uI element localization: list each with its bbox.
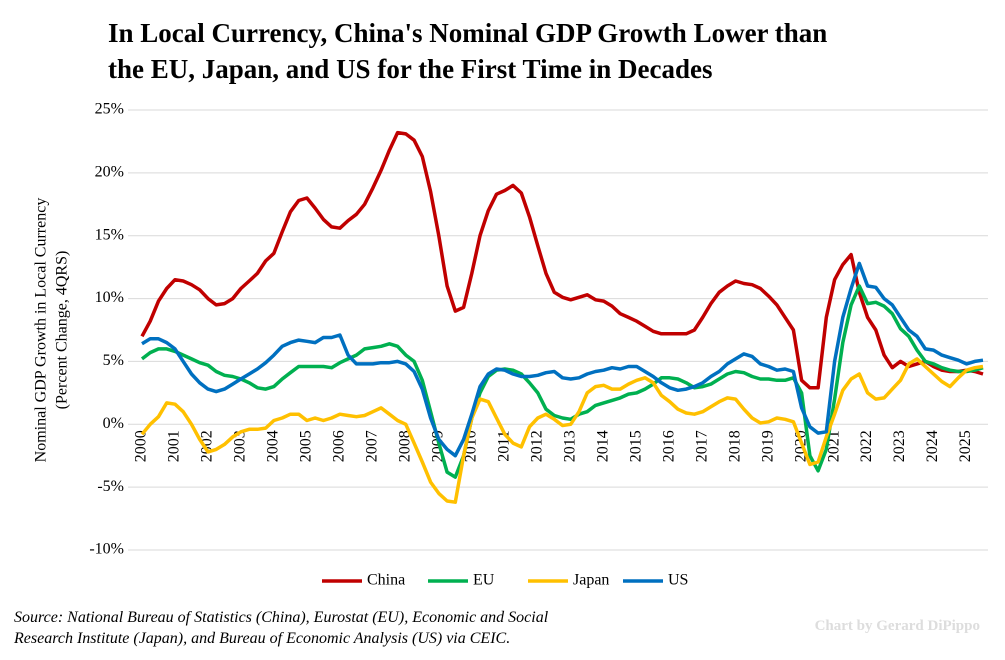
x-tick-label: 2003 — [232, 430, 249, 462]
line-series — [140, 284, 984, 479]
x-tick-label: 2007 — [364, 430, 381, 462]
x-tick-label: 2004 — [265, 430, 282, 462]
legend-label: EU — [473, 572, 495, 589]
x-tick-label: 2001 — [166, 430, 183, 462]
legend-label: China — [367, 572, 405, 589]
x-tick-label: 2016 — [660, 430, 677, 462]
y-tick-label: 5% — [103, 352, 124, 369]
line-series — [140, 130, 984, 390]
y-tick-label: -10% — [89, 541, 124, 558]
x-tick-label: 2018 — [726, 430, 743, 462]
legend-label: US — [668, 572, 688, 589]
y-tick-label: 10% — [95, 289, 124, 306]
legend-label: Japan — [573, 572, 609, 589]
x-tick-label: 2015 — [627, 430, 644, 462]
x-tick-label: 2024 — [924, 430, 941, 462]
source: Research Institute (Japan), and Bureau o… — [13, 630, 510, 647]
y-tick-label: 15% — [95, 226, 124, 243]
y-axis-label: (Percent Change, 4QRS) — [54, 251, 71, 410]
y-tick-label: 20% — [95, 164, 124, 181]
x-tick-label: 2019 — [759, 430, 776, 462]
line-series — [141, 261, 984, 458]
chart-title: the EU, Japan, and US for the First Time… — [108, 54, 713, 84]
chart-title: In Local Currency, China's Nominal GDP G… — [108, 18, 827, 48]
x-tick-label: 2014 — [594, 430, 611, 462]
x-tick-label: 2022 — [858, 430, 875, 462]
x-tick-label: 2000 — [133, 430, 150, 462]
x-tick-label: 2025 — [957, 430, 974, 462]
y-axis-label: Nominal GDP Growth in Local Currency — [33, 198, 50, 463]
x-tick-label: 2005 — [298, 430, 315, 462]
x-tick-label: 2023 — [891, 430, 908, 462]
x-tick-label: 2002 — [199, 430, 216, 462]
y-tick-label: -5% — [97, 478, 124, 495]
x-tick-label: 2012 — [528, 430, 545, 462]
source: Source: National Bureau of Statistics (C… — [14, 609, 549, 626]
credit: Chart by Gerard DiPippo — [815, 618, 980, 634]
y-tick-label: 0% — [103, 415, 124, 432]
x-tick-label: 2008 — [397, 430, 414, 462]
x-tick-label: 2013 — [561, 430, 578, 462]
line-series — [140, 357, 984, 504]
y-tick-label: 25% — [95, 101, 124, 118]
x-tick-label: 2017 — [693, 430, 710, 462]
x-tick-label: 2006 — [331, 430, 348, 462]
